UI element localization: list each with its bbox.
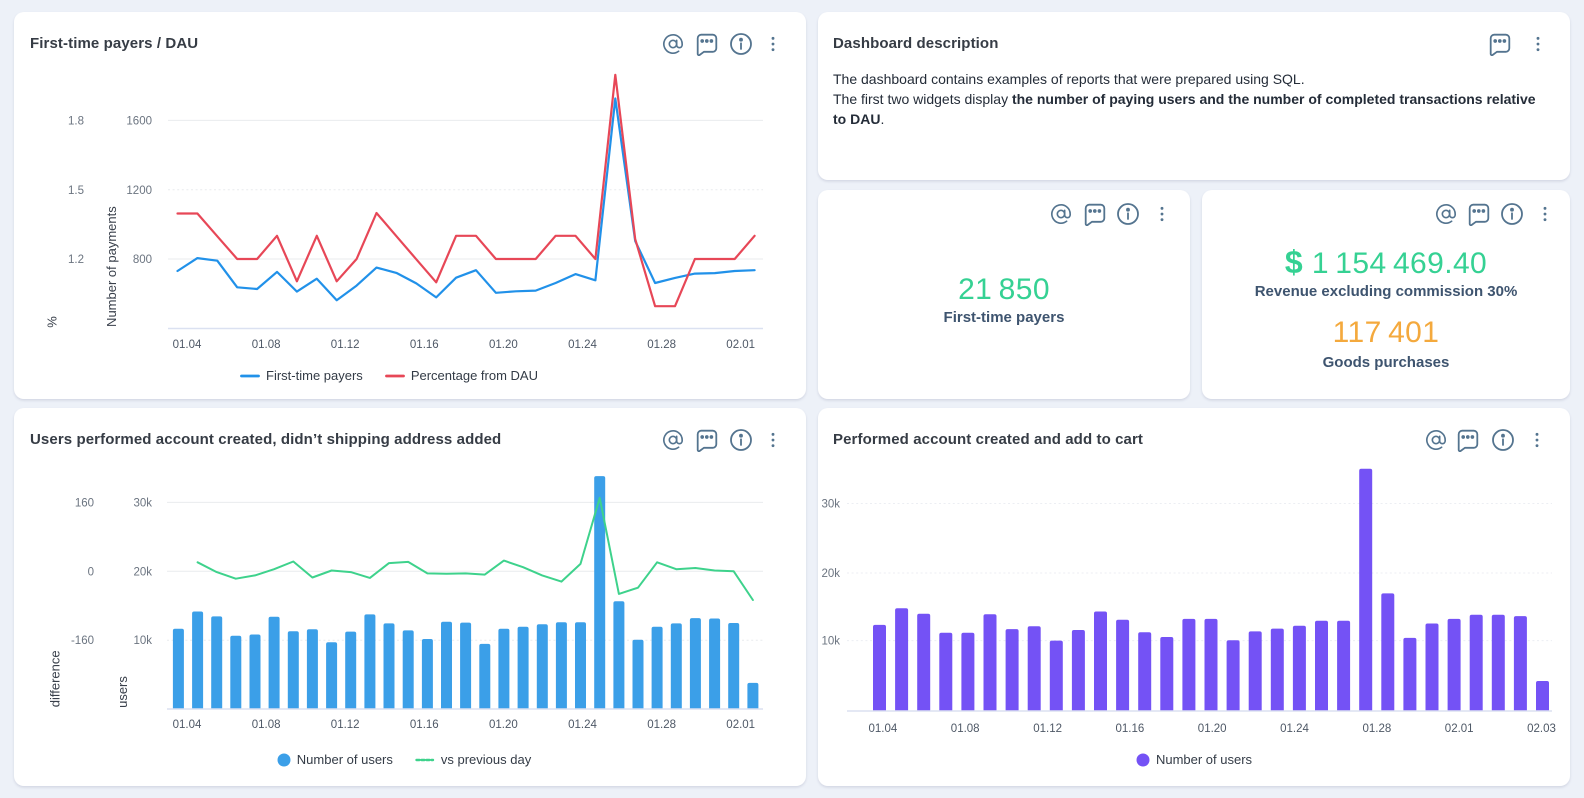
svg-text:02.01: 02.01: [1445, 723, 1474, 735]
svg-text:01.12: 01.12: [331, 719, 360, 731]
svg-text:01.04: 01.04: [173, 339, 202, 351]
svg-text:30k: 30k: [821, 499, 840, 511]
svg-text:1.2: 1.2: [68, 254, 84, 266]
svg-text:%: %: [45, 316, 60, 328]
svg-text:01.28: 01.28: [647, 339, 676, 351]
svg-text:01.24: 01.24: [568, 719, 597, 731]
svg-text:01.24: 01.24: [568, 339, 597, 351]
svg-text:1.5: 1.5: [68, 185, 84, 197]
svg-text:01.28: 01.28: [647, 719, 676, 731]
svg-text:difference: difference: [47, 650, 62, 707]
svg-text:01.12: 01.12: [331, 339, 360, 351]
svg-text:800: 800: [133, 254, 152, 266]
svg-text:01.12: 01.12: [1033, 723, 1062, 735]
svg-text:01.16: 01.16: [410, 719, 439, 731]
svg-text:01.04: 01.04: [869, 723, 898, 735]
svg-text:01.16: 01.16: [1116, 723, 1145, 735]
svg-text:01.24: 01.24: [1280, 723, 1309, 735]
svg-text:01.28: 01.28: [1363, 723, 1392, 735]
svg-text:01.20: 01.20: [1198, 723, 1227, 735]
svg-text:Number of payments: Number of payments: [104, 206, 119, 327]
svg-text:0: 0: [88, 566, 94, 578]
svg-text:1.8: 1.8: [68, 115, 84, 127]
svg-text:160: 160: [75, 497, 94, 509]
svg-text:1200: 1200: [126, 185, 152, 197]
svg-text:users: users: [115, 676, 130, 708]
svg-text:01.04: 01.04: [173, 719, 202, 731]
svg-text:02.01: 02.01: [726, 719, 755, 731]
svg-text:01.08: 01.08: [252, 719, 281, 731]
svg-text:10k: 10k: [133, 635, 152, 647]
svg-text:01.08: 01.08: [252, 339, 281, 351]
svg-text:20k: 20k: [821, 568, 840, 580]
svg-text:20k: 20k: [133, 566, 152, 578]
svg-text:01.20: 01.20: [489, 339, 518, 351]
svg-text:02.03: 02.03: [1527, 723, 1556, 735]
svg-text:10k: 10k: [821, 636, 840, 648]
svg-text:-160: -160: [71, 635, 94, 647]
svg-text:1600: 1600: [126, 115, 152, 127]
svg-text:01.16: 01.16: [410, 339, 439, 351]
svg-text:01.20: 01.20: [489, 719, 518, 731]
svg-text:30k: 30k: [133, 497, 152, 509]
svg-text:01.08: 01.08: [951, 723, 980, 735]
svg-text:02.01: 02.01: [726, 339, 755, 351]
